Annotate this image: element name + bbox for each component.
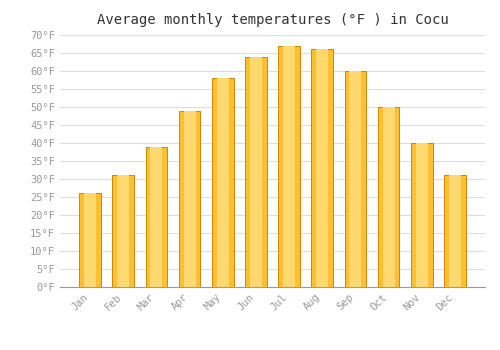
Bar [283, 46, 295, 287]
Bar [80, 194, 101, 287]
Bar [449, 175, 461, 287]
Bar [184, 111, 196, 287]
Bar [118, 175, 129, 287]
Bar [250, 57, 262, 287]
Bar [146, 147, 167, 287]
Bar [150, 147, 162, 287]
Bar [344, 71, 366, 287]
Bar [350, 71, 362, 287]
Bar [179, 111, 201, 287]
Bar [382, 107, 394, 287]
Bar [316, 49, 328, 287]
Bar [217, 78, 228, 287]
Bar [245, 57, 266, 287]
Title: Average monthly temperatures (°F ) in Cocu: Average monthly temperatures (°F ) in Co… [96, 13, 448, 27]
Bar [411, 143, 432, 287]
Bar [278, 46, 300, 287]
Bar [212, 78, 234, 287]
Bar [112, 175, 134, 287]
Bar [312, 49, 333, 287]
Bar [416, 143, 428, 287]
Bar [378, 107, 400, 287]
Bar [84, 194, 96, 287]
Bar [444, 175, 466, 287]
